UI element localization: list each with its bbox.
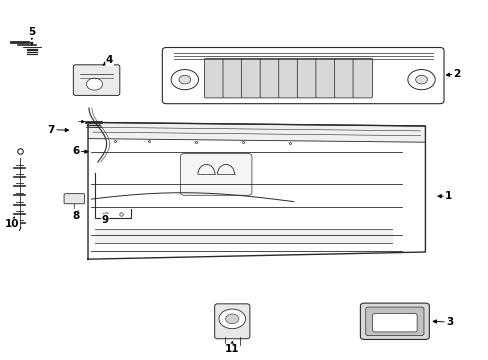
Circle shape [179,75,190,84]
Circle shape [86,78,102,90]
Text: 11: 11 [224,344,239,354]
FancyBboxPatch shape [372,314,416,332]
FancyBboxPatch shape [278,58,298,98]
FancyBboxPatch shape [260,58,279,98]
Polygon shape [88,122,425,142]
FancyBboxPatch shape [352,58,372,98]
FancyBboxPatch shape [162,48,443,104]
FancyBboxPatch shape [180,153,251,195]
Text: 5: 5 [28,27,35,37]
Text: 2: 2 [453,69,460,79]
FancyBboxPatch shape [223,58,242,98]
Circle shape [171,69,198,90]
FancyBboxPatch shape [241,58,261,98]
Circle shape [225,314,239,324]
FancyBboxPatch shape [360,303,428,339]
FancyBboxPatch shape [365,307,423,336]
Text: 10: 10 [5,219,20,229]
FancyBboxPatch shape [315,58,335,98]
FancyBboxPatch shape [214,304,249,339]
Circle shape [219,309,245,329]
FancyBboxPatch shape [64,194,84,204]
Circle shape [407,69,434,90]
Text: 4: 4 [105,55,113,66]
FancyBboxPatch shape [204,58,224,98]
Text: 8: 8 [72,211,79,221]
Text: 6: 6 [72,146,79,156]
Text: 9: 9 [102,215,108,225]
FancyBboxPatch shape [73,65,120,95]
FancyBboxPatch shape [334,58,353,98]
Text: 1: 1 [445,191,451,201]
FancyBboxPatch shape [297,58,316,98]
Circle shape [415,75,427,84]
Polygon shape [95,229,391,243]
Text: 3: 3 [446,317,452,327]
Text: 7: 7 [47,125,55,135]
